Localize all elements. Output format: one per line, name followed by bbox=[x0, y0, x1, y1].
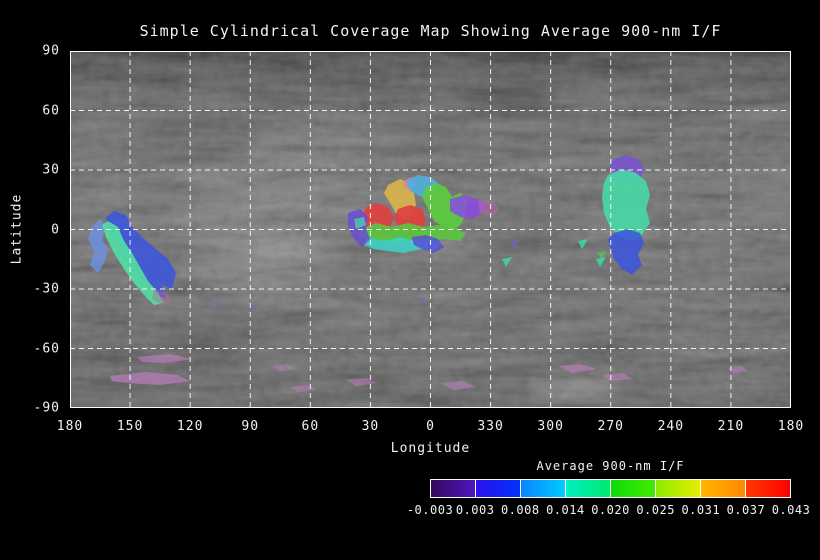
colorbar bbox=[430, 479, 791, 498]
colorbar-tick-label: 0.003 bbox=[455, 503, 495, 517]
coverage-patch-speck-teal-1 bbox=[502, 257, 512, 267]
colorbar-tick-label: 0.020 bbox=[591, 503, 630, 517]
colorbar-segment bbox=[655, 480, 700, 497]
coverage-patch-south-streak-7 bbox=[558, 364, 597, 373]
colorbar-tick-label: 0.008 bbox=[500, 503, 540, 517]
colorbar-segment bbox=[700, 480, 745, 497]
coverage-patch-speck-violet-1 bbox=[510, 239, 520, 249]
x-tick-label: 270 bbox=[597, 419, 624, 434]
x-tick-label: 240 bbox=[657, 419, 685, 434]
chart-title: Simple Cylindrical Coverage Map Showing … bbox=[139, 22, 722, 40]
y-tick-label: -90 bbox=[33, 400, 60, 416]
coverage-patch-speck-pink-1 bbox=[518, 269, 528, 277]
x-tick-label: 0 bbox=[426, 419, 435, 434]
colorbar-segment bbox=[520, 480, 565, 497]
x-tick-label: 180 bbox=[56, 419, 84, 434]
coverage-patch-speck-teal-2 bbox=[578, 239, 588, 249]
y-tick-label: -60 bbox=[33, 341, 60, 356]
coverage-patch-east-aquamarine bbox=[602, 169, 650, 241]
coverage-patch-central-magenta bbox=[478, 201, 500, 217]
colorbar-tick-label: 0.014 bbox=[546, 503, 585, 517]
coverage-patch-south-streak-6 bbox=[440, 381, 476, 390]
coverage-patch-south-streak-4 bbox=[290, 385, 316, 392]
coverage-patch-south-streak-5 bbox=[346, 378, 376, 386]
colorbar-tick-label: -0.003 bbox=[406, 503, 454, 517]
colorbar-segment bbox=[431, 480, 475, 497]
coverage-patch-west-blue bbox=[106, 211, 176, 299]
map-coverage-patches bbox=[88, 155, 748, 392]
x-tick-label: 150 bbox=[116, 419, 144, 434]
y-tick-label: 0 bbox=[51, 222, 60, 237]
coverage-patch-speck-violet-2 bbox=[418, 297, 426, 305]
colorbar-segment bbox=[610, 480, 655, 497]
x-tick-label: 300 bbox=[537, 419, 564, 434]
x-tick-label: 60 bbox=[301, 419, 320, 434]
colorbar-segment bbox=[745, 480, 790, 497]
x-axis-title: Longitude bbox=[390, 441, 471, 456]
coverage-patch-central-green-main bbox=[422, 183, 468, 231]
y-tick-label: 90 bbox=[42, 43, 60, 59]
coverage-patch-west-cornflower bbox=[88, 219, 108, 273]
coverage-patch-central-violet-band bbox=[412, 235, 444, 253]
map-frame bbox=[70, 51, 791, 408]
coverage-patch-south-streak-9 bbox=[728, 366, 748, 373]
coverage-patch-speck-violet-3 bbox=[214, 301, 222, 309]
coverage-patch-west-green bbox=[102, 221, 164, 305]
coverage-patch-central-purple bbox=[450, 195, 486, 219]
colorbar-title: Average 900-nm I/F bbox=[536, 459, 685, 473]
coverage-patch-south-streak-1 bbox=[137, 354, 192, 363]
x-tick-label: 30 bbox=[361, 419, 380, 434]
y-tick-label: 60 bbox=[42, 103, 60, 118]
coverage-patch-south-streak-8 bbox=[602, 373, 633, 381]
colorbar-segment bbox=[565, 480, 610, 497]
colorbar-tick-label: 0.025 bbox=[636, 503, 675, 517]
coverage-patch-central-teal-left bbox=[354, 217, 366, 229]
map-plot bbox=[70, 51, 791, 408]
coverage-patch-west-pink bbox=[152, 289, 172, 305]
coverage-patch-speck-teal-3 bbox=[596, 257, 606, 267]
y-tick-label: -30 bbox=[33, 281, 60, 297]
y-tick-label: 30 bbox=[42, 162, 60, 178]
x-tick-label: 90 bbox=[241, 419, 260, 434]
colorbar-segment bbox=[475, 480, 520, 497]
x-tick-label: 180 bbox=[777, 419, 805, 434]
coverage-patch-east-blue-bottom bbox=[608, 229, 644, 275]
coverage-patch-central-violet-left bbox=[348, 209, 370, 247]
colorbar-tick-label: 0.043 bbox=[771, 503, 811, 517]
colorbar-tick-label: 0.031 bbox=[681, 503, 721, 517]
map-gridlines bbox=[70, 51, 791, 408]
coverage-patch-south-streak-3 bbox=[272, 364, 296, 371]
x-tick-label: 330 bbox=[477, 419, 504, 434]
coverage-patch-east-green-speck bbox=[598, 251, 606, 261]
x-tick-label: 210 bbox=[717, 419, 745, 434]
colorbar-tick-label: 0.037 bbox=[726, 503, 766, 517]
x-tick-label: 120 bbox=[176, 419, 204, 434]
coverage-patch-central-green-band bbox=[358, 223, 466, 243]
